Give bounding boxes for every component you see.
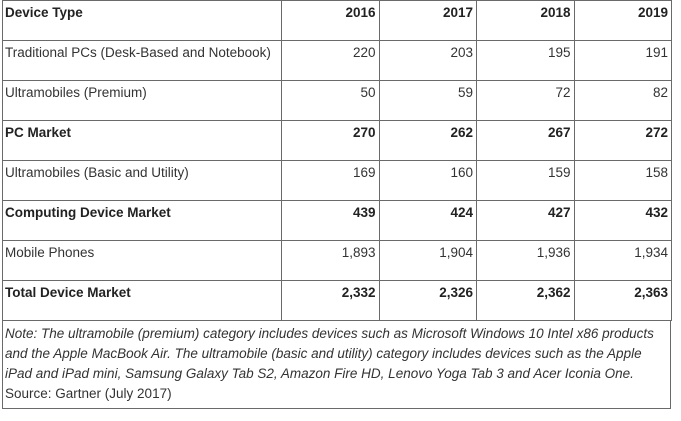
header-device-type: Device Type: [2, 0, 282, 41]
cell-2017: 262: [378, 120, 477, 161]
row-label: Traditional PCs (Desk-Based and Notebook…: [2, 40, 282, 81]
table-row-computing-device-market: Computing Device Market 439 424 427 432: [2, 200, 672, 241]
header-2017: 2017: [378, 0, 477, 41]
source-citation: Source: Gartner (July 2017): [5, 386, 172, 401]
cell-2016: 2,332: [281, 280, 380, 321]
device-shipments-table-container: Device Type 2016 2017 2018 2019 Traditio…: [2, 0, 672, 409]
cell-2016: 50: [281, 80, 380, 121]
cell-2017: 160: [378, 160, 477, 201]
header-2019: 2019: [573, 0, 672, 41]
row-label: Computing Device Market: [2, 200, 282, 241]
cell-2018: 195: [476, 40, 575, 81]
cell-2019: 2,363: [573, 280, 672, 321]
table-row-mobile-phones: Mobile Phones 1,893 1,904 1,936 1,934: [2, 240, 672, 281]
cell-2017: 424: [378, 200, 477, 241]
cell-2019: 272: [573, 120, 672, 161]
cell-2019: 82: [573, 80, 672, 121]
cell-2016: 169: [281, 160, 380, 201]
cell-2016: 270: [281, 120, 380, 161]
table-row-pc-market: PC Market 270 262 267 272: [2, 120, 672, 161]
row-label: Ultramobiles (Premium): [2, 80, 282, 121]
cell-2018: 2,362: [476, 280, 575, 321]
cell-2017: 59: [378, 80, 477, 121]
table-row-total-device-market: Total Device Market 2,332 2,326 2,362 2,…: [2, 280, 672, 321]
cell-2018: 267: [476, 120, 575, 161]
table-row-ultramobiles-basic: Ultramobiles (Basic and Utility) 169 160…: [2, 160, 672, 201]
table-row-traditional-pcs: Traditional PCs (Desk-Based and Notebook…: [2, 40, 672, 81]
header-2016: 2016: [281, 0, 380, 41]
cell-2017: 1,904: [378, 240, 477, 281]
row-label: PC Market: [2, 120, 282, 161]
cell-2016: 220: [281, 40, 380, 81]
cell-2017: 203: [378, 40, 477, 81]
cell-2017: 2,326: [378, 280, 477, 321]
cell-2019: 432: [573, 200, 672, 241]
row-label: Total Device Market: [2, 280, 282, 321]
cell-2018: 1,936: [476, 240, 575, 281]
cell-2019: 158: [573, 160, 672, 201]
device-shipments-table: Device Type 2016 2017 2018 2019 Traditio…: [2, 0, 672, 321]
row-label: Mobile Phones: [2, 240, 282, 281]
header-2018: 2018: [476, 0, 575, 41]
table-header-row: Device Type 2016 2017 2018 2019: [2, 0, 672, 41]
row-label: Ultramobiles (Basic and Utility): [2, 160, 282, 201]
cell-2019: 1,934: [573, 240, 672, 281]
cell-2018: 72: [476, 80, 575, 121]
table-footnote: Note: The ultramobile (premium) category…: [2, 321, 671, 409]
table-row-ultramobiles-premium: Ultramobiles (Premium) 50 59 72 82: [2, 80, 672, 121]
cell-2016: 1,893: [281, 240, 380, 281]
cell-2016: 439: [281, 200, 380, 241]
footnote-text: Note: The ultramobile (premium) category…: [5, 326, 654, 381]
cell-2019: 191: [573, 40, 672, 81]
cell-2018: 159: [476, 160, 575, 201]
cell-2018: 427: [476, 200, 575, 241]
